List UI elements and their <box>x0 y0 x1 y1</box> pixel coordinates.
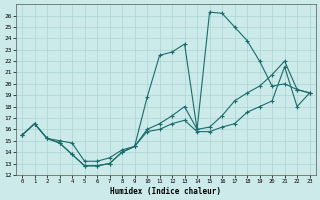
X-axis label: Humidex (Indice chaleur): Humidex (Indice chaleur) <box>110 187 221 196</box>
